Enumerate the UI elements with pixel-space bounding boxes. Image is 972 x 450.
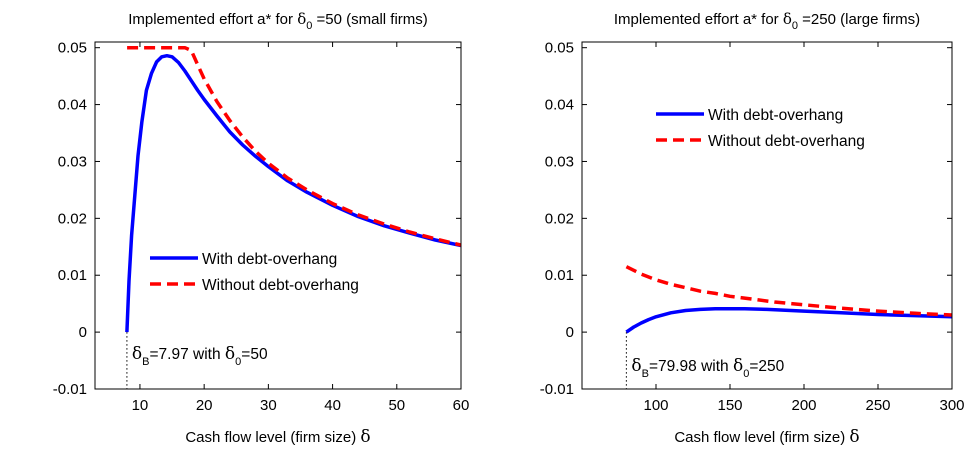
panel-1-xtick-label: 60 — [453, 397, 470, 414]
legend-label-with: With debt-overhang — [708, 107, 843, 124]
panel-1-series-with-debt-overhang — [125, 53, 461, 333]
panel-2-ytick-label: 0.01 — [545, 267, 574, 284]
annotation-symbol-b: δ — [631, 356, 641, 376]
annotation-subscript-0: 0 — [743, 368, 749, 380]
title-suffix: =250 (large firms) — [798, 11, 920, 28]
panel-2-axes-box — [581, 41, 953, 390]
panel-1-legend: With debt-overhang Without debt-overhang — [150, 251, 359, 294]
panel-1-ytick-label: -0.01 — [53, 381, 87, 398]
panel-2-legend: With debt-overhang Without debt-overhang — [656, 107, 865, 150]
panel-2-xtick-label: 250 — [865, 397, 890, 414]
panel-1-axes-box — [94, 41, 462, 390]
title-text: Implemented effort a* for — [128, 11, 297, 28]
annotation-symbol-b: δ — [132, 344, 142, 364]
annotation-symbol-0: δ — [225, 344, 235, 364]
panel-1-ytick-label: 0 — [79, 324, 87, 341]
annotation-text: =7.97 with — [150, 346, 225, 363]
panel-1-ytick-label: 0.04 — [58, 97, 87, 114]
xlabel-symbol: δ — [360, 427, 370, 447]
panel-1-ytick-label: 0.01 — [58, 267, 87, 284]
panel-1-xlabel: Cash flow level (firm size) δ — [185, 427, 370, 447]
xlabel-text: Cash flow level (firm size) — [185, 429, 360, 446]
panel-2-ytick-label: 0 — [566, 324, 574, 341]
legend-label-with: With debt-overhang — [202, 251, 337, 268]
panel-2-annotation: δB=79.98 with δ0=250 — [631, 356, 784, 380]
panel-1-xtick-label: 20 — [196, 397, 213, 414]
panel-1-series-without-debt-overhang — [127, 45, 461, 247]
panel-1-title: Implemented effort a* for δ0 =50 (small … — [128, 10, 428, 32]
panel-1-xtick-label: 40 — [324, 397, 341, 414]
panel-1-ytick-label: 0.02 — [58, 210, 87, 227]
panel-1-ytick-label: 0.03 — [58, 153, 87, 170]
xlabel-symbol: δ — [849, 427, 859, 447]
panel-1-xtick-label: 30 — [260, 397, 277, 414]
panel-2-ytick-label: 0.03 — [545, 153, 574, 170]
panel-2-xtick-label: 300 — [939, 397, 964, 414]
panel-2-xlabel: Cash flow level (firm size) δ — [674, 427, 859, 447]
annotation-symbol-0: δ — [733, 356, 743, 376]
panel-2-ytick-label: 0.05 — [545, 40, 574, 57]
panel-2-xtick-label: 100 — [643, 397, 668, 414]
title-symbol: δ — [783, 10, 792, 28]
legend-label-without: Without debt-overhang — [708, 133, 865, 150]
annotation-subscript-b: B — [642, 368, 649, 380]
panel-2-xtick-label: 200 — [791, 397, 816, 414]
panel-1-xtick-label: 50 — [388, 397, 405, 414]
legend-label-without: Without debt-overhang — [202, 277, 359, 294]
annotation-text: =79.98 with — [649, 358, 733, 375]
panel-2-title: Implemented effort a* for δ0 =250 (large… — [614, 10, 920, 32]
panel-2-ytick-label: -0.01 — [540, 381, 574, 398]
panel-2-series-with-debt-overhang — [625, 307, 952, 334]
panel-1-xtick-label: 10 — [132, 397, 149, 414]
panel-2-xtick-label: 150 — [717, 397, 742, 414]
xlabel-text: Cash flow level (firm size) — [674, 429, 849, 446]
title-symbol: δ — [297, 10, 306, 28]
panel-1-ytick-label: 0.05 — [58, 40, 87, 57]
title-subscript: 0 — [306, 20, 312, 32]
panel-2-series-without-debt-overhang — [625, 265, 952, 317]
panel-1: Implemented effort a* for δ0 =50 (small … — [53, 10, 470, 447]
title-text: Implemented effort a* for — [614, 11, 783, 28]
annotation-subscript-b: B — [142, 356, 149, 368]
panel-2-ytick-label: 0.04 — [545, 97, 574, 114]
panel-1-annotation: δB=7.97 with δ0=50 — [132, 344, 268, 368]
title-suffix: =50 (small firms) — [312, 11, 427, 28]
panel-2: Implemented effort a* for δ0 =250 (large… — [540, 10, 965, 447]
annotation-value: =250 — [749, 358, 784, 375]
panel-2-ytick-label: 0.02 — [545, 210, 574, 227]
annotation-subscript-0: 0 — [235, 356, 241, 368]
annotation-value: =50 — [241, 346, 268, 363]
title-subscript: 0 — [792, 20, 798, 32]
